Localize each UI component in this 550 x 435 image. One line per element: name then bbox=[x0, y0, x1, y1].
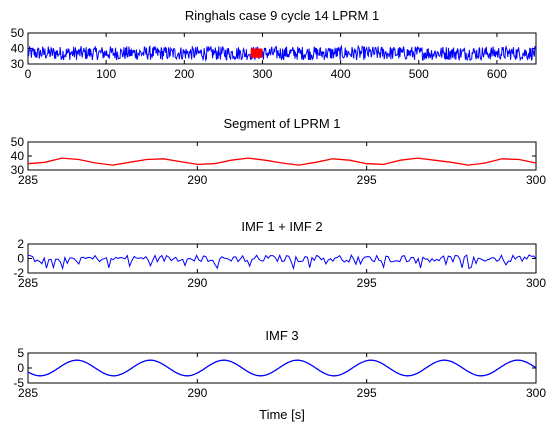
imf-noise-line bbox=[27, 253, 537, 271]
x-tick-label: 0 bbox=[25, 67, 32, 81]
y-tick-label: 50 bbox=[11, 26, 25, 40]
x-tick-label: 400 bbox=[331, 67, 351, 81]
x-tick-label: 290 bbox=[187, 276, 207, 290]
y-tick-label: -2 bbox=[13, 266, 24, 280]
x-tick-label: 285 bbox=[18, 386, 38, 400]
x-tick-label: 285 bbox=[18, 276, 38, 290]
chart-title-1: Ringhals case 9 cycle 14 LPRM 1 bbox=[185, 8, 379, 23]
x-tick-label: 290 bbox=[187, 386, 207, 400]
x-tick-label: 290 bbox=[187, 173, 207, 187]
x-tick-label: 100 bbox=[96, 67, 116, 81]
x-axis-label: Time [s] bbox=[259, 407, 305, 422]
x-tick-label: 295 bbox=[357, 386, 377, 400]
x-tick-label: 600 bbox=[487, 67, 507, 81]
y-tick-label: 40 bbox=[11, 149, 25, 163]
x-tick-label: 500 bbox=[409, 67, 429, 81]
signal-line bbox=[27, 44, 537, 62]
x-tick-label: 295 bbox=[357, 173, 377, 187]
series-line-2 bbox=[27, 157, 537, 166]
y-tick-label: 0 bbox=[17, 252, 24, 266]
highlighted-segment bbox=[250, 48, 263, 58]
y-tick-label: 5 bbox=[17, 346, 24, 360]
y-tick-label: 0 bbox=[17, 361, 24, 375]
chart-title-2: Segment of LPRM 1 bbox=[223, 116, 340, 131]
y-tick-label: 40 bbox=[11, 42, 25, 56]
x-tick-label: 200 bbox=[174, 67, 194, 81]
x-tick-label: 295 bbox=[357, 276, 377, 290]
y-tick-label: 30 bbox=[11, 57, 25, 71]
plot-frame-1 bbox=[27, 32, 537, 65]
x-tick-label: 300 bbox=[526, 173, 546, 187]
y-tick-label: -5 bbox=[13, 376, 24, 390]
x-tick-label: 300 bbox=[252, 67, 272, 81]
chart-title-4: IMF 3 bbox=[265, 328, 298, 343]
y-tick-label: 50 bbox=[11, 135, 25, 149]
y-tick-label: 2 bbox=[17, 237, 24, 251]
x-tick-label: 300 bbox=[526, 276, 546, 290]
x-tick-label: 285 bbox=[18, 173, 38, 187]
y-tick-label: 30 bbox=[11, 163, 25, 177]
plot-frame-2 bbox=[27, 141, 537, 171]
plot-frame-4 bbox=[27, 352, 537, 384]
imf3-sine-line bbox=[27, 359, 537, 377]
x-tick-label: 300 bbox=[526, 386, 546, 400]
chart-title-3: IMF 1 + IMF 2 bbox=[241, 219, 322, 234]
